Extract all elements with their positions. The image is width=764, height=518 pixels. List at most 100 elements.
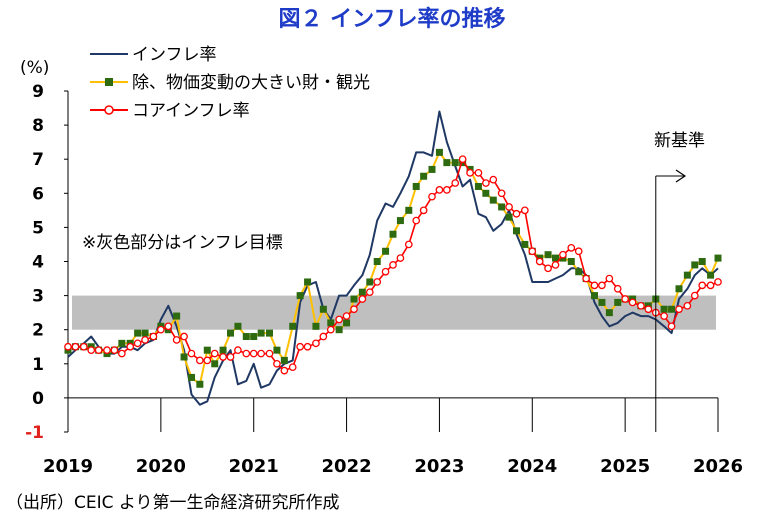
data-point [443, 186, 451, 194]
y-tick-label: 5 [32, 218, 44, 238]
data-point [466, 168, 474, 177]
y-tick-label: 9 [32, 82, 44, 102]
data-point [544, 251, 552, 259]
data-point [474, 182, 482, 190]
x-tick-label: 2026 [693, 456, 743, 477]
x-tick-label: 2020 [136, 456, 186, 477]
data-point [482, 189, 490, 197]
legend-item-excl-food: 除、物価変動の大きい財・観光 [90, 73, 370, 93]
data-point [707, 271, 715, 279]
data-point [180, 332, 188, 341]
legend-label-core: コアインフレ率 [132, 101, 250, 121]
annotation-layer: 新基準 [654, 131, 705, 432]
data-point [211, 360, 219, 368]
data-point [133, 339, 142, 348]
data-point [126, 342, 135, 351]
data-point [513, 227, 520, 235]
data-point [234, 322, 242, 330]
data-point [389, 261, 397, 269]
data-point [420, 172, 428, 180]
y-tick-label: -1 [25, 423, 44, 443]
data-point [196, 380, 204, 388]
data-point [203, 346, 211, 354]
data-point [389, 230, 397, 238]
data-point [257, 349, 265, 358]
y-tick-label: 2 [32, 321, 44, 341]
data-point [203, 356, 212, 365]
data-point [327, 319, 335, 327]
data-point [714, 278, 722, 286]
data-point [134, 329, 142, 337]
data-point [458, 155, 467, 164]
data-point [690, 291, 699, 300]
data-point [435, 186, 444, 194]
data-point [419, 206, 428, 215]
y-tick-label: 4 [32, 253, 44, 273]
data-point [683, 271, 691, 279]
series-line-headline [67, 110, 719, 406]
data-point [196, 356, 204, 365]
y-tick-label: 0 [32, 389, 44, 409]
y-tick-label: 8 [32, 116, 44, 136]
data-point [187, 349, 196, 358]
data-point [180, 353, 188, 361]
data-point [373, 278, 382, 286]
data-point [668, 305, 676, 313]
data-point [405, 206, 413, 214]
data-point [675, 285, 683, 293]
data-point [505, 213, 513, 221]
data-point [714, 254, 722, 262]
data-point [149, 332, 158, 341]
data-point [103, 346, 111, 355]
x-tick-label: 2024 [507, 456, 557, 477]
data-point [412, 216, 421, 225]
data-point [528, 247, 537, 256]
data-point [404, 240, 413, 249]
data-point [574, 247, 583, 256]
data-point [443, 159, 451, 167]
data-point [396, 217, 404, 225]
new-basis-arrow-head [675, 169, 687, 183]
data-point [350, 295, 358, 303]
x-tick-label: 2023 [414, 456, 464, 477]
y-unit-label: (%) [20, 58, 49, 78]
data-point [489, 196, 497, 204]
source-note: （出所）CEIC より第一生命経済研究所作成 [6, 493, 340, 513]
series-core [64, 155, 722, 375]
data-point [575, 268, 583, 276]
data-point [613, 284, 622, 293]
legend-marker-core [104, 105, 114, 115]
data-point [551, 261, 560, 269]
data-point [474, 168, 483, 177]
data-point [667, 322, 676, 331]
data-point [358, 288, 366, 296]
data-point [304, 278, 312, 286]
data-point [350, 305, 358, 314]
data-point [164, 322, 173, 331]
data-point [64, 342, 72, 351]
data-point [365, 288, 374, 297]
data-point [396, 254, 405, 262]
data-point [451, 179, 460, 187]
data-point [242, 349, 251, 358]
data-point [188, 373, 195, 381]
legend: インフレ率 除、物価変動の大きい財・観光 コアインフレ率 [90, 45, 370, 121]
y-tick-label: 6 [32, 184, 44, 204]
data-point [87, 346, 96, 355]
data-point [544, 264, 552, 273]
data-point [521, 240, 529, 248]
data-point [683, 301, 692, 310]
data-point [482, 179, 490, 187]
data-point [141, 336, 149, 344]
data-point [505, 203, 513, 211]
data-point [303, 342, 312, 351]
series-layer [64, 110, 722, 406]
data-point [497, 189, 506, 198]
data-point [435, 148, 443, 156]
data-point [358, 295, 367, 303]
legend-label-excl-food: 除、物価変動の大きい財・観光 [132, 73, 370, 93]
data-point [335, 326, 343, 334]
data-point [172, 336, 181, 344]
data-point [535, 257, 544, 266]
data-point [598, 298, 606, 306]
